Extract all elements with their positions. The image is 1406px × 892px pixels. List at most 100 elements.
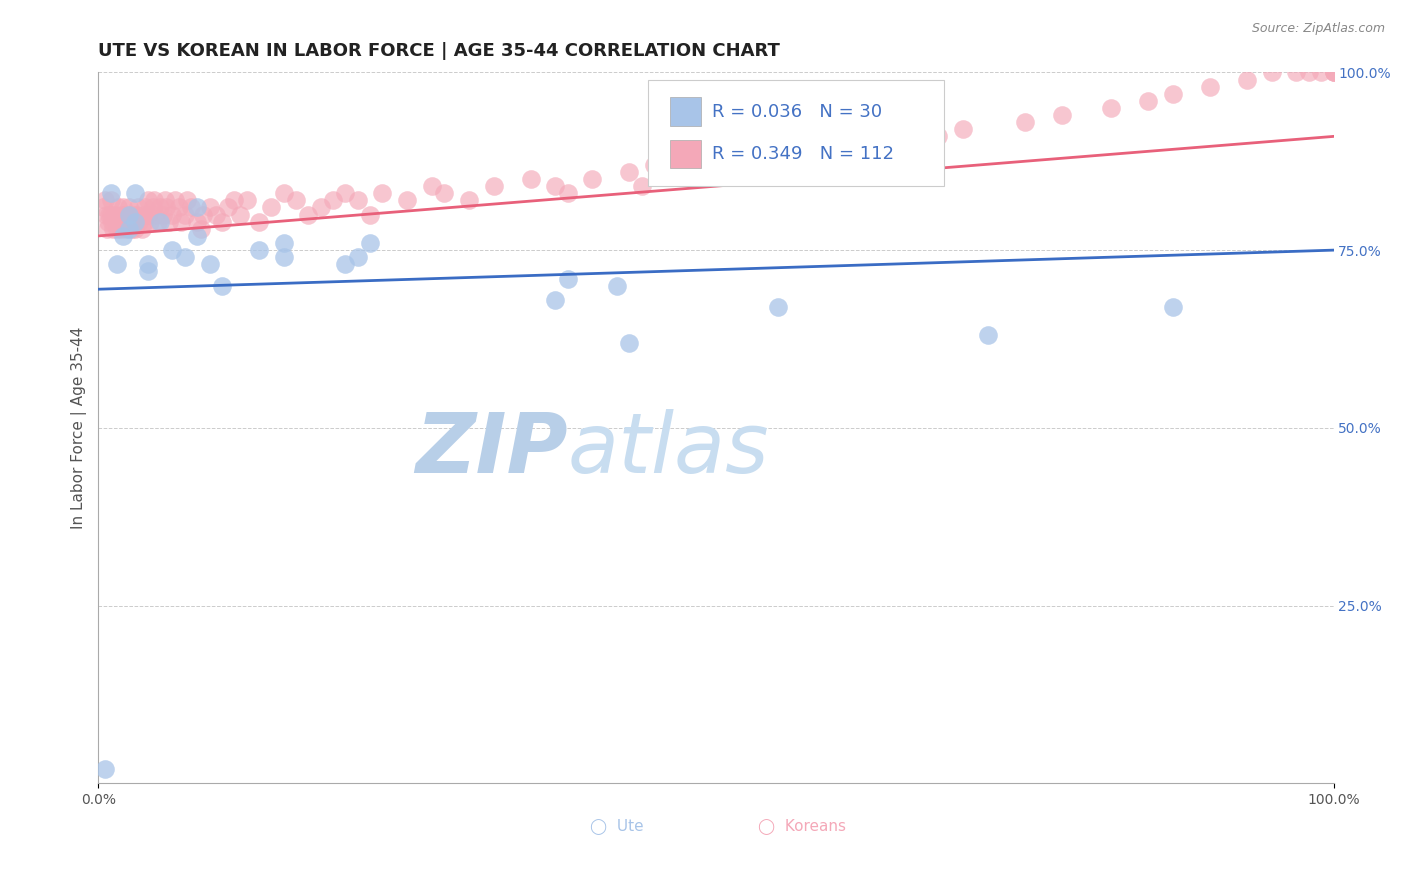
Point [190, 222, 212, 236]
Point [619, 335, 641, 350]
Point [139, 215, 162, 229]
Point [112, 228, 135, 243]
Point [122, 208, 145, 222]
Point [142, 194, 165, 208]
Point [828, 151, 851, 165]
Point [519, 172, 541, 186]
Point [136, 208, 159, 222]
Point [581, 172, 603, 186]
FancyBboxPatch shape [648, 79, 945, 186]
Point [110, 222, 132, 236]
Y-axis label: In Labor Force | Age 35-44: In Labor Force | Age 35-44 [72, 326, 87, 529]
Point [273, 186, 295, 201]
Point [273, 250, 295, 264]
Point [1161, 300, 1184, 314]
Point [124, 215, 146, 229]
Point [976, 328, 998, 343]
Point [122, 215, 145, 229]
Point [114, 222, 136, 236]
Point [309, 201, 332, 215]
Point [1285, 65, 1308, 79]
Point [108, 215, 131, 229]
Point [128, 215, 150, 229]
Point [247, 243, 270, 257]
Point [96, 222, 118, 236]
Point [229, 208, 252, 222]
Point [681, 165, 703, 179]
Point [103, 208, 125, 222]
Point [186, 201, 208, 215]
Point [98, 208, 121, 222]
Point [118, 201, 141, 215]
Point [100, 208, 122, 222]
Point [173, 250, 195, 264]
Text: ZIP: ZIP [415, 409, 568, 490]
Point [167, 201, 190, 215]
Point [211, 278, 233, 293]
FancyBboxPatch shape [671, 97, 702, 126]
Point [557, 186, 579, 201]
Point [146, 215, 169, 229]
Point [890, 136, 912, 151]
Point [420, 179, 443, 194]
Point [766, 300, 789, 314]
Text: Source: ZipAtlas.com: Source: ZipAtlas.com [1251, 22, 1385, 36]
Point [1137, 94, 1160, 108]
Point [606, 278, 628, 293]
Point [134, 201, 156, 215]
Point [335, 186, 357, 201]
Point [127, 201, 149, 215]
Point [132, 208, 155, 222]
Point [346, 194, 368, 208]
Point [94, 208, 117, 222]
Point [803, 158, 825, 172]
Text: UTE VS KOREAN IN LABOR FORCE | AGE 35-44 CORRELATION CHART: UTE VS KOREAN IN LABOR FORCE | AGE 35-44… [98, 42, 780, 60]
Point [117, 208, 139, 222]
Point [186, 228, 208, 243]
Point [482, 179, 505, 194]
Point [149, 215, 172, 229]
Point [396, 194, 419, 208]
Point [1298, 65, 1320, 79]
Point [163, 194, 186, 208]
Point [112, 201, 135, 215]
Point [853, 144, 876, 158]
Point [153, 194, 176, 208]
Point [132, 215, 155, 229]
Point [124, 222, 146, 236]
Point [93, 762, 115, 776]
Point [1261, 65, 1284, 79]
Point [927, 129, 949, 144]
Text: atlas: atlas [568, 409, 769, 490]
Point [1322, 65, 1344, 79]
Point [1199, 79, 1222, 94]
Point [136, 194, 159, 208]
Point [91, 201, 114, 215]
Point [211, 215, 233, 229]
Point [112, 215, 135, 229]
Point [180, 201, 202, 215]
Point [105, 222, 128, 236]
Point [101, 215, 124, 229]
Point [346, 250, 368, 264]
Point [193, 208, 215, 222]
Point [105, 257, 128, 271]
Point [1236, 72, 1258, 87]
Text: R = 0.036   N = 30: R = 0.036 N = 30 [713, 103, 883, 120]
Point [322, 194, 344, 208]
Point [1310, 65, 1333, 79]
Point [1099, 101, 1122, 115]
Point [136, 264, 159, 278]
Point [1322, 65, 1344, 79]
Point [176, 194, 198, 208]
Point [198, 257, 221, 271]
FancyBboxPatch shape [671, 140, 702, 169]
Point [359, 208, 381, 222]
Point [143, 208, 166, 222]
Point [101, 222, 124, 236]
Point [273, 235, 295, 250]
Point [235, 194, 257, 208]
Point [120, 215, 142, 229]
Point [371, 186, 394, 201]
Point [544, 179, 567, 194]
